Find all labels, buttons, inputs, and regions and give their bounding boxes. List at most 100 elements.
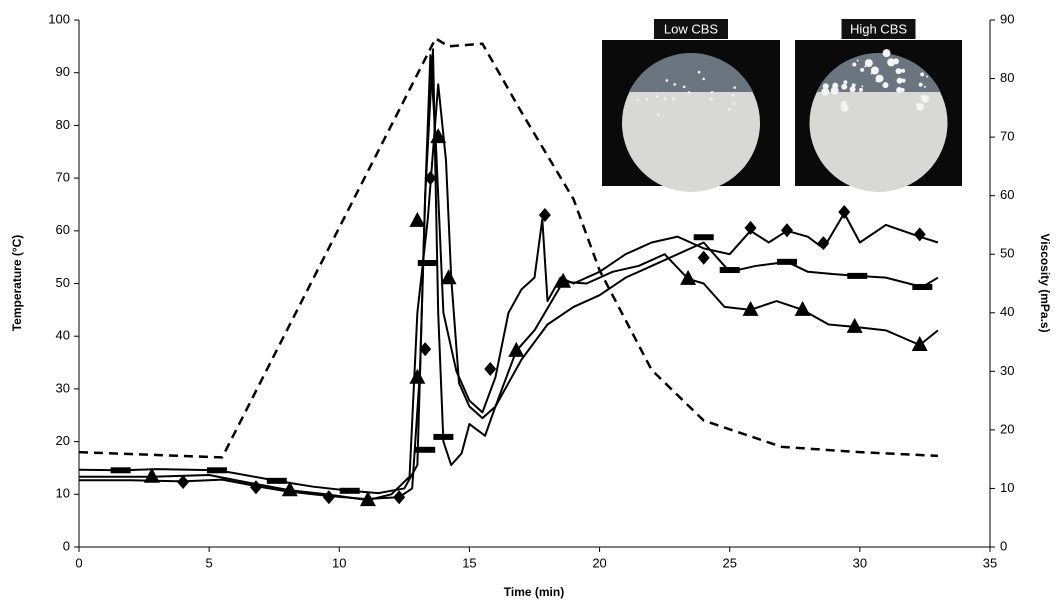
triangle-marker (440, 269, 457, 285)
x-tick-label: 0 (75, 555, 82, 570)
inset-particle (710, 90, 714, 94)
y2-tick-label: 50 (1000, 246, 1014, 261)
dash-marker (433, 433, 454, 440)
x-tick-label: 25 (722, 555, 736, 570)
temperature-line (78, 37, 939, 459)
inset-top (816, 53, 941, 92)
inset-particle (920, 72, 925, 77)
diamond-marker (817, 236, 830, 251)
inset-particle (702, 77, 705, 81)
y-tick-label: 40 (56, 328, 70, 343)
y2-tick-label: 60 (1000, 187, 1014, 202)
insets: Low CBS High CBS (602, 19, 962, 192)
inset-particle (731, 93, 735, 97)
inset-particle (843, 80, 848, 85)
diamond-marker (322, 490, 335, 505)
x-tick-label: 20 (592, 555, 606, 570)
inset-particle (636, 99, 640, 102)
triangle-marker (742, 300, 759, 316)
inset-particle (882, 82, 889, 89)
inset-particle (896, 87, 903, 94)
inset-particle (923, 85, 926, 88)
inset-particle (916, 102, 925, 111)
inset-particle (665, 79, 669, 82)
inset-particle (655, 95, 659, 98)
diamond-marker (419, 342, 432, 357)
inset-particle (864, 65, 867, 68)
inset-particle (921, 94, 930, 103)
dash-marker (417, 260, 438, 267)
inset-particle (697, 70, 701, 74)
x-tick-label: 35 (983, 555, 997, 570)
inset-particle (851, 83, 856, 88)
triangle-marker (409, 368, 426, 384)
y-tick-label: 60 (56, 222, 70, 237)
x-tick-label: 15 (462, 555, 476, 570)
inset-particle (896, 77, 903, 84)
triangle-marker (359, 491, 376, 507)
viscosity-line (79, 83, 939, 502)
diamond-marker (913, 227, 926, 242)
inset-label-box (841, 19, 916, 39)
y-tick-label: 100 (48, 11, 70, 26)
inset-particle (860, 67, 865, 72)
inset-particle (645, 98, 649, 101)
dash-marker (693, 234, 714, 241)
inset-particle (895, 68, 902, 75)
inset-particle (673, 83, 676, 86)
diamond-marker (177, 475, 190, 490)
diamond-marker (744, 220, 757, 235)
triangle-marker (281, 481, 298, 497)
inset-particle (892, 58, 899, 65)
inset-particle (830, 86, 839, 95)
y-tick-label: 0 (63, 538, 70, 553)
inset-particle (856, 59, 859, 62)
y-tick-label: 90 (56, 64, 70, 79)
diamond-marker (538, 207, 551, 222)
y-tick-label: 50 (56, 275, 70, 290)
y-tick-label: 70 (56, 170, 70, 185)
diamond-marker (697, 250, 710, 265)
y-tick-label: 80 (56, 117, 70, 132)
inset-particle (733, 86, 736, 89)
diamond-marker (484, 361, 497, 376)
triangle-marker (911, 335, 928, 351)
inset-particle (852, 62, 857, 67)
inset-particle (821, 87, 830, 96)
triangle-marker (794, 300, 811, 316)
y2-tick-label: 10 (1000, 480, 1014, 495)
x-tick-label: 30 (853, 555, 867, 570)
dash-marker (206, 467, 227, 474)
inset-label: High CBS (850, 21, 907, 36)
inset-particle (861, 85, 864, 88)
y2-tick-label: 20 (1000, 421, 1014, 436)
inset-particle (901, 78, 906, 83)
inset-particle (870, 66, 879, 75)
inset-particle (926, 75, 929, 78)
dash-marker (847, 272, 868, 279)
inset-particle (687, 91, 691, 94)
triangle-marker (680, 269, 697, 285)
dash-marker (415, 446, 436, 453)
x-tick-label: 5 (206, 555, 213, 570)
y2-tick-label: 90 (1000, 11, 1014, 26)
inset-particle (710, 97, 713, 101)
inset-particle (682, 85, 686, 89)
x-axis-title: Time (min) (504, 585, 564, 599)
triangle-marker (143, 467, 160, 483)
inset-label: Low CBS (664, 21, 719, 36)
diamond-marker (838, 205, 851, 220)
inset-particle (728, 108, 731, 111)
inset-particle (875, 74, 884, 83)
y-tick-label: 30 (56, 380, 70, 395)
inset-particle (841, 83, 848, 90)
y2-tick-label: 30 (1000, 363, 1014, 378)
y-tick-label: 10 (56, 486, 70, 501)
y2-tick-label: 80 (1000, 70, 1014, 85)
dash-marker (266, 477, 287, 484)
diamond-marker (780, 223, 793, 238)
inset-top (628, 53, 754, 92)
x-tick-label: 10 (332, 555, 346, 570)
inset-particle (918, 82, 923, 87)
